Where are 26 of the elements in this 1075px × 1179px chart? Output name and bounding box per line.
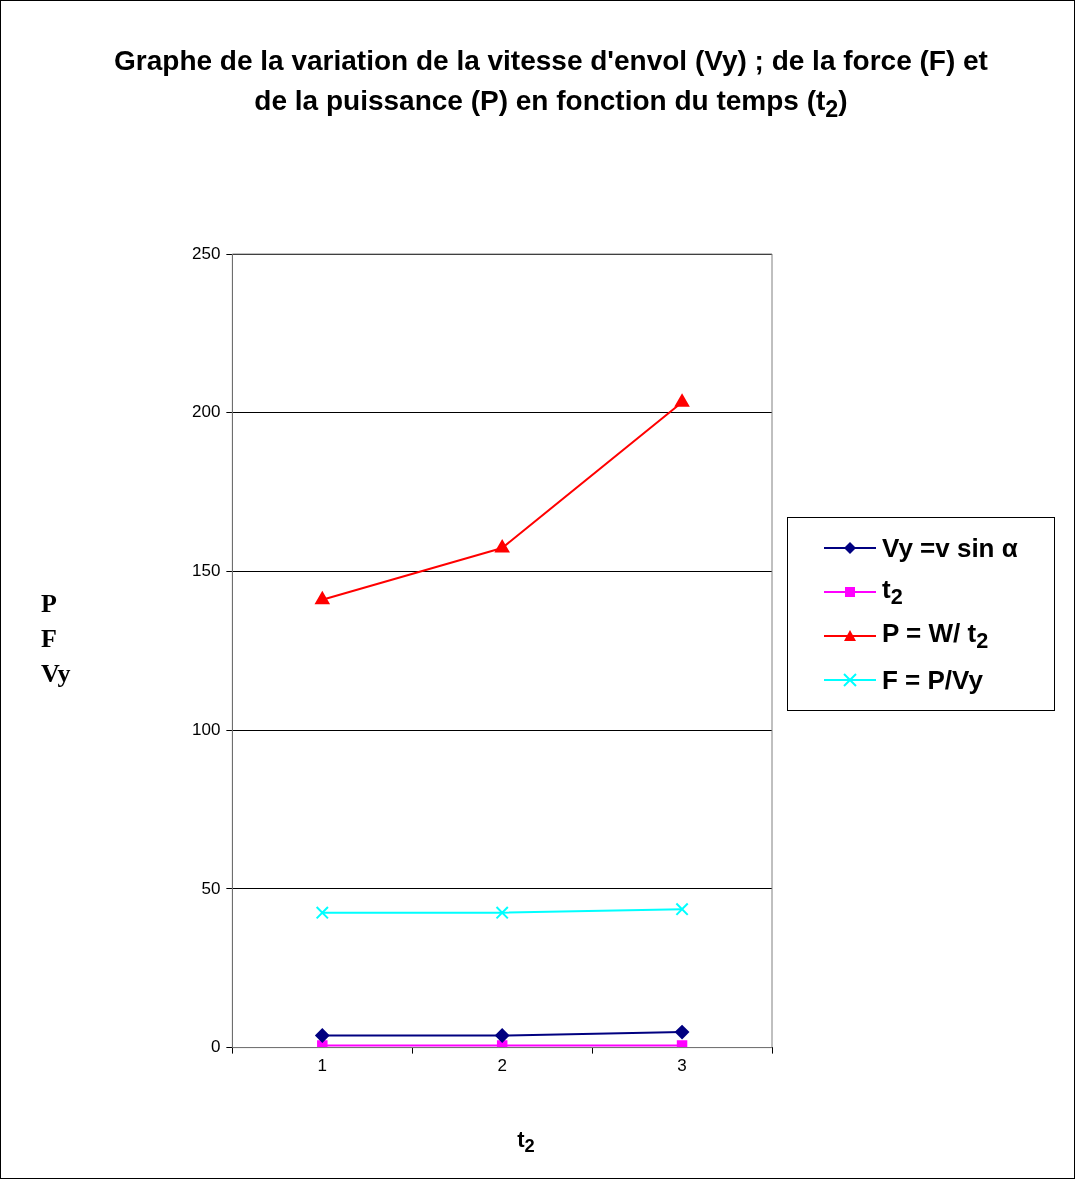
x-tick-label: 1	[317, 1056, 328, 1076]
point	[315, 591, 330, 605]
y-tick-label: 100	[191, 719, 221, 739]
point	[495, 1028, 510, 1043]
y-tick-label: 200	[191, 402, 221, 422]
x-tick-label: 2	[497, 1056, 507, 1076]
point	[675, 902, 689, 916]
point	[495, 539, 510, 553]
chart-title: Graphe de la variation de la vitesse d'envol (Vy) ; de la force (F) et de la puissance (P) en fonction du temps (t$_{2}$)	[113, 44, 989, 124]
legend-label: F = P/Vy	[882, 664, 983, 696]
y-tick-label: 250	[191, 243, 221, 263]
legend-label: Vy =v sin α	[882, 532, 1018, 564]
legend-label: t$_{2}$	[882, 573, 903, 611]
y-axis-title: P F Vy	[41, 588, 71, 690]
point	[495, 906, 509, 920]
y-tick-label: 150	[191, 561, 221, 581]
point	[315, 1028, 330, 1043]
legend-label: P = W/ t$_{2}$	[882, 617, 989, 655]
point	[675, 394, 690, 407]
y-tick-label: 0	[210, 1037, 221, 1057]
point	[675, 1025, 690, 1040]
x-axis-title: t$_{2}$	[516, 1127, 536, 1158]
point	[317, 1040, 328, 1048]
point	[315, 906, 329, 920]
y-tick-label: 50	[201, 878, 221, 898]
x-tick-label: 3	[677, 1056, 687, 1076]
